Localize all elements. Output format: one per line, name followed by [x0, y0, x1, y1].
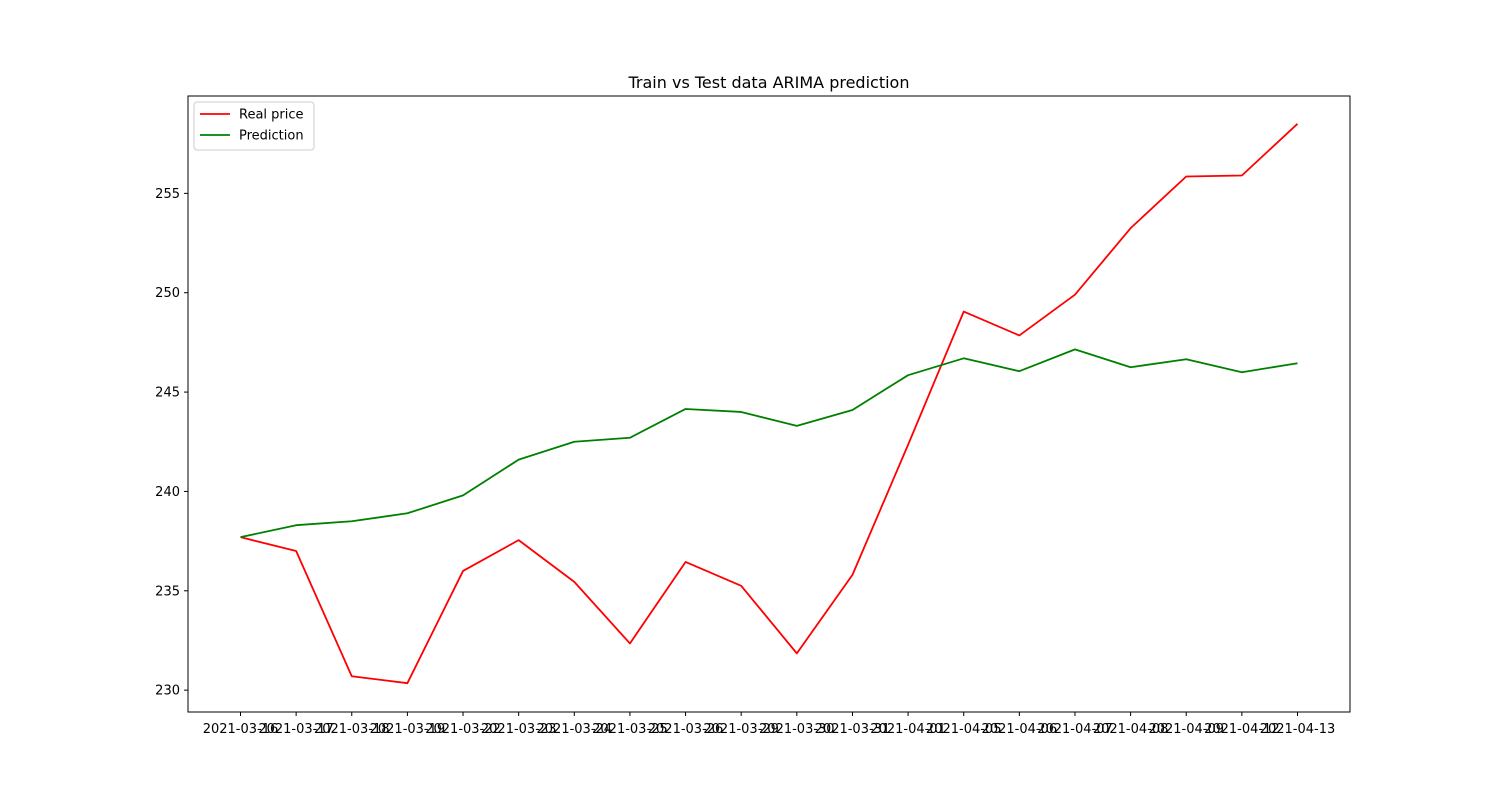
series-line-prediction — [240, 348, 1298, 539]
y-tick-label: 250 — [155, 286, 180, 301]
legend-label: Real price — [239, 108, 304, 123]
legend-label: Prediction — [239, 129, 304, 144]
x-tick-label: 2021-04-06 — [982, 722, 1058, 737]
x-tick-label: 2021-03-30 — [759, 722, 835, 737]
x-tick-label: 2021-03-18 — [314, 722, 390, 737]
series-line-real-price — [240, 123, 1299, 685]
x-tick-label: 2021-04-12 — [1204, 722, 1280, 737]
x-tick-label: 2021-04-01 — [870, 722, 946, 737]
x-tick-label: 2021-03-17 — [258, 722, 334, 737]
x-tick-label: 2021-03-16 — [203, 722, 279, 737]
y-tick-label: 245 — [155, 386, 180, 401]
legend: Real price Prediction — [193, 101, 315, 151]
chart-title: Train vs Test data ARIMA prediction — [628, 73, 910, 92]
y-tick-label: 240 — [155, 485, 180, 500]
axes-frame — [187, 95, 1351, 713]
x-tick-label: 2021-04-05 — [926, 722, 1002, 737]
x-tick-label: 2021-03-19 — [370, 722, 446, 737]
x-tick-label: 2021-03-29 — [703, 722, 779, 737]
x-tick-label: 2021-03-31 — [815, 722, 891, 737]
x-tick-label: 2021-03-24 — [537, 722, 613, 737]
x-tick-label: 2021-03-25 — [592, 722, 668, 737]
y-tick-label: 235 — [155, 584, 180, 599]
x-tick-label: 2021-04-13 — [1260, 722, 1336, 737]
x-tick-label: 2021-03-22 — [425, 722, 501, 737]
plot-area: 2302352402452502552021-03-162021-03-1720… — [155, 123, 1336, 737]
x-tick-label: 2021-04-07 — [1037, 722, 1113, 737]
y-tick-label: 230 — [155, 684, 180, 699]
y-tick-label: 255 — [155, 187, 180, 202]
x-tick-label: 2021-04-09 — [1148, 722, 1224, 737]
x-tick-label: 2021-03-26 — [648, 722, 724, 737]
x-tick-label: 2021-04-08 — [1093, 722, 1169, 737]
x-tick-label: 2021-03-23 — [481, 722, 557, 737]
